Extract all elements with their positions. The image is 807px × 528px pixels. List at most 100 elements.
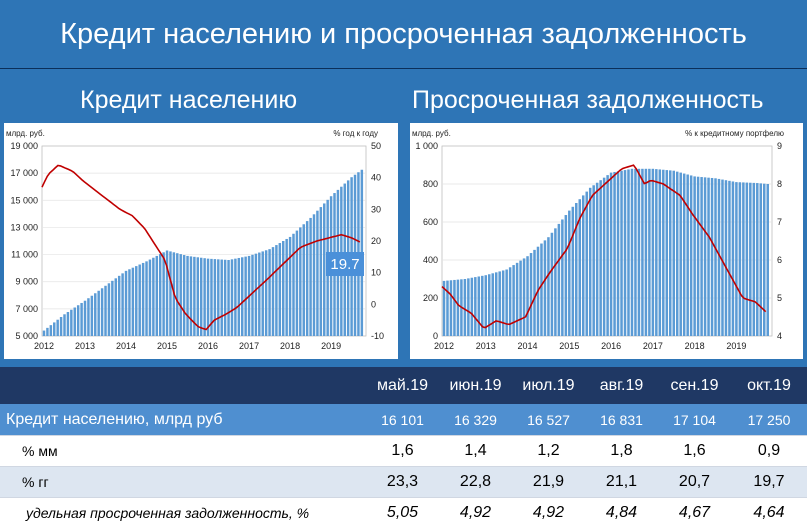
bar: [125, 271, 127, 336]
bar: [121, 273, 123, 336]
bar: [74, 308, 76, 337]
month-header: окт.19: [731, 367, 807, 404]
table-cell: 1,2: [512, 436, 585, 467]
bar: [732, 181, 735, 336]
bar: [519, 261, 522, 336]
bar: [627, 169, 630, 336]
table-cell: 1,8: [585, 436, 658, 467]
bar: [585, 192, 588, 336]
bar: [128, 269, 130, 336]
y-tick-label-right: 4: [777, 331, 782, 341]
x-tick-label: 2014: [116, 341, 136, 351]
bar: [547, 237, 550, 336]
bar: [241, 257, 243, 336]
x-tick-label: 2018: [280, 341, 300, 351]
bar: [693, 176, 696, 336]
bar: [659, 169, 662, 336]
bar: [641, 169, 644, 336]
bar: [683, 174, 686, 336]
table-cell: 4,67: [658, 498, 731, 528]
table-cell: 1,6: [658, 436, 731, 467]
bar: [238, 258, 240, 336]
y-tick-label-right: 30: [371, 204, 381, 214]
bar: [111, 281, 113, 336]
bar: [156, 256, 158, 336]
bar: [568, 211, 571, 336]
table-cell: 19,7: [731, 467, 807, 498]
bar: [530, 253, 533, 336]
bar: [711, 178, 714, 336]
bar: [725, 180, 728, 336]
y-tick-label-left: 9 000: [15, 277, 38, 287]
table-cell: 16 831: [585, 404, 658, 436]
bar: [152, 258, 154, 336]
bar: [582, 195, 585, 336]
table-cell: 4,92: [512, 498, 585, 528]
y-tick-label-left: 400: [423, 255, 438, 265]
table-row: % мм 1,6 1,4 1,2 1,8 1,6 0,9: [0, 436, 807, 467]
y-tick-label-left: 600: [423, 217, 438, 227]
bar: [526, 256, 529, 336]
bar: [662, 170, 665, 336]
summary-table: май.19 июн.19 июл.19 авг.19 сен.19 окт.1…: [0, 367, 807, 528]
bar: [610, 173, 613, 336]
bar: [596, 183, 599, 336]
table-row: удельная просроченная задолженность, % 5…: [0, 498, 807, 528]
table-cell: 16 527: [512, 404, 585, 436]
bar: [97, 291, 99, 336]
bar: [262, 251, 264, 336]
y-tick-label-left: 17 000: [10, 168, 38, 178]
bar: [565, 215, 568, 336]
bar: [142, 263, 144, 336]
bar: [686, 174, 689, 336]
bar: [255, 254, 257, 336]
bar: [244, 257, 246, 336]
bar: [108, 283, 110, 336]
y-axis-label-right: % год к году: [333, 129, 378, 138]
x-tick-label: 2016: [198, 341, 218, 351]
x-tick-label: 2017: [643, 341, 663, 351]
y-tick-label-right: 8: [777, 179, 782, 189]
bar: [162, 252, 164, 336]
table-cell: 4,92: [439, 498, 512, 528]
page-title: Кредит населению и просроченная задолжен…: [0, 0, 807, 68]
y-tick-label-left: 15 000: [10, 195, 38, 205]
bar: [268, 249, 270, 336]
x-tick-label: 2015: [157, 341, 177, 351]
bar: [613, 172, 616, 336]
bar: [760, 183, 763, 336]
x-tick-label: 2013: [75, 341, 95, 351]
y-tick-label-right: -10: [371, 331, 384, 341]
bar: [572, 207, 575, 336]
bar: [749, 183, 752, 336]
bar: [190, 256, 192, 336]
bar: [509, 267, 512, 336]
bar: [94, 293, 96, 336]
bar: [495, 272, 498, 336]
table-cell: 17 250: [731, 404, 807, 436]
y-tick-label-right: 10: [371, 268, 381, 278]
bar: [631, 169, 634, 336]
bar: [753, 183, 756, 336]
bar: [149, 260, 151, 336]
bar: [544, 240, 547, 336]
bar: [234, 259, 236, 336]
bar: [488, 274, 491, 336]
table-cell: 16 329: [439, 404, 512, 436]
bar: [464, 279, 467, 336]
bar: [638, 169, 641, 336]
table-cell: 4,64: [731, 498, 807, 528]
bar: [145, 261, 147, 336]
bar: [135, 266, 137, 336]
bar: [766, 184, 769, 336]
bar: [453, 280, 456, 336]
bar: [231, 259, 233, 336]
bar: [498, 271, 501, 336]
bar: [50, 325, 52, 336]
bar: [43, 331, 45, 336]
bar: [474, 277, 477, 336]
bar: [220, 260, 222, 336]
bar: [690, 175, 693, 336]
bar: [672, 171, 675, 336]
